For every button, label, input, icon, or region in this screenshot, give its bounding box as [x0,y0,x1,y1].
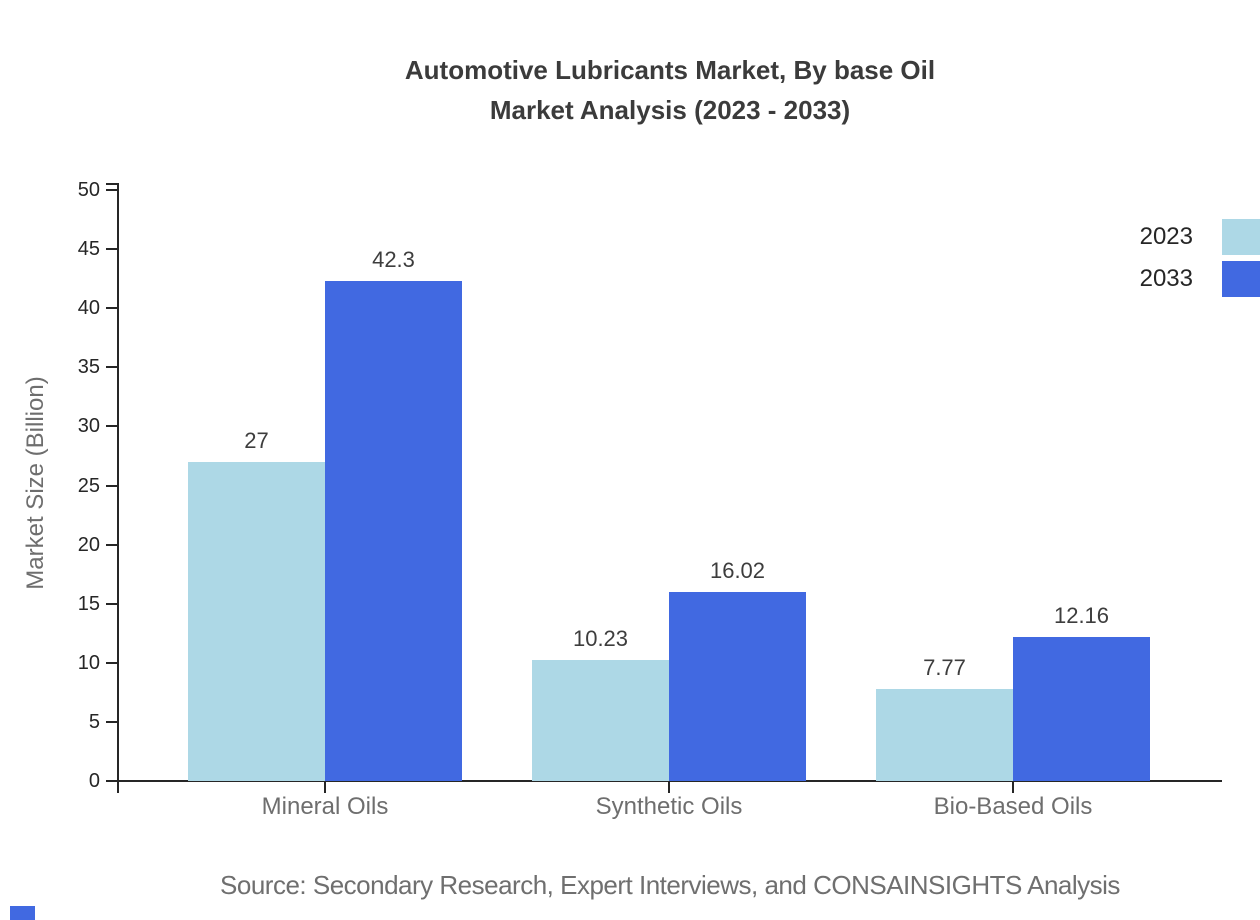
y-tick-mark [106,366,117,369]
x-category-label-mineral-oils: Mineral Oils [261,793,389,820]
bar-2033-mineral-oils [325,281,462,781]
value-label-2023-bio-based-oils: 7.77 [923,655,966,681]
legend-item-2033: 2033 [1140,261,1260,297]
y-tick-mark [106,543,117,546]
chart-title: Automotive Lubricants Market, By base Oi… [80,50,1260,130]
y-tick-mark [106,484,117,487]
legend-label-2033: 2033 [1139,265,1193,292]
legend-swatch-2023 [1222,219,1260,255]
legend-item-2023: 2023 [1140,219,1260,255]
y-tick-label: 20 [77,533,100,556]
value-label-2033-mineral-oils: 42.3 [372,247,415,272]
bar-2023-bio-based-oils [876,689,1013,781]
y-axis-endcap [106,183,117,185]
y-tick-label: 35 [77,356,100,379]
legend: 2023 2033 [1140,219,1260,303]
y-tick-mark [106,602,117,605]
y-tick-mark [106,189,117,191]
x-tick-mark [1012,781,1014,793]
y-tick-label: 40 [77,297,100,320]
y-tick-mark [106,720,117,723]
y-tick-mark [106,780,117,782]
x-tick-mark [324,781,326,793]
brand-mark [10,906,35,920]
x-category-label-bio-based-oils: Bio-Based Oils [933,793,1093,820]
y-tick-label: 15 [77,592,100,615]
chart-title-line1: Automotive Lubricants Market, By base Oi… [404,55,936,85]
value-label-2033-bio-based-oils: 12.16 [1053,603,1110,629]
y-tick-label: 10 [77,651,100,674]
y-tick-mark [106,425,117,428]
y-tick-label: 25 [77,474,100,497]
bar-2033-bio-based-oils [1013,637,1150,781]
x-axis-line [106,780,1222,782]
chart-title-line2: Market Analysis (2023 - 2033) [489,95,851,125]
source-note: Source: Secondary Research, Expert Inter… [220,870,1120,900]
bar-2023-mineral-oils [188,461,325,781]
y-tick-mark [106,661,117,664]
y-tick-label: 0 [88,770,100,792]
x-tick-mark [668,781,670,793]
legend-swatch-2033 [1222,261,1260,297]
value-label-2023-mineral-oils: 27 [244,427,269,453]
x-category-label-synthetic-oils: Synthetic Oils [595,793,743,820]
y-tick-mark [106,307,117,310]
value-label-2023-synthetic-oils: 10.23 [572,626,629,652]
bar-2023-synthetic-oils [532,660,669,781]
y-axis-line [117,183,119,793]
y-tick-label: 45 [77,238,100,261]
legend-label-2023: 2023 [1139,223,1193,250]
bar-2033-synthetic-oils [669,591,806,781]
y-tick-label: 50 [77,179,100,201]
y-tick-label: 30 [77,415,100,438]
value-label-2033-synthetic-oils: 16.02 [709,557,766,583]
y-tick-mark [106,248,117,251]
y-tick-label: 5 [88,710,100,733]
